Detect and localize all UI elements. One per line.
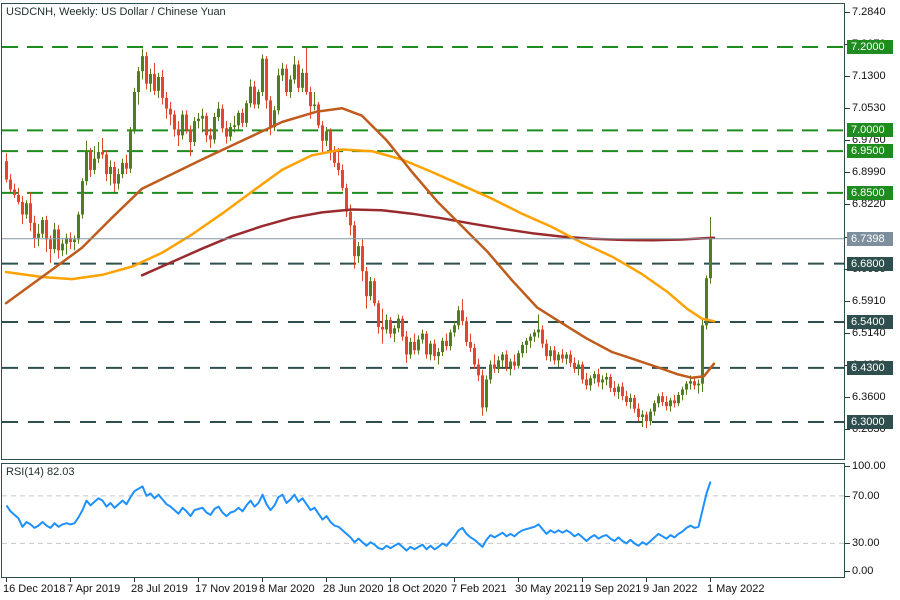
price-tick [845,76,850,77]
price-badge: 6.3000 [847,415,893,429]
price-tick-label: 6.9760 [852,134,886,146]
date-tick [198,578,199,582]
rsi-scale-tick [845,571,850,572]
chart-title: USDCNH, Weekly: US Dollar / Chinese Yuan [6,6,226,18]
date-label: 17 Nov 2019 [195,583,258,595]
candlestick-chart[interactable] [2,4,844,459]
date-label: 30 May 2021 [515,583,579,595]
date-tick [326,578,327,582]
date-tick [134,578,135,582]
date-label: 28 Jul 2019 [131,583,188,595]
date-label: 9 Jan 2022 [643,583,698,595]
price-badge: 7.0000 [847,123,893,137]
date-tick [646,578,647,582]
date-tick [262,578,263,582]
date-label: 16 Dec 2018 [3,583,66,595]
date-tick [710,578,711,582]
date-tick [582,578,583,582]
price-tick [845,108,850,109]
rsi-scale-tick [845,496,850,497]
price-tick-label: 6.8990 [852,166,886,178]
rsi-scale-tick [845,466,850,467]
price-badge: 6.7398 [847,232,893,246]
rsi-indicator-panel[interactable]: RSI(14) 82.03 [1,463,845,578]
date-label: 19 Sep 2021 [579,583,642,595]
price-badge: 6.9500 [847,144,893,158]
price-tick-label: 6.8220 [852,198,886,210]
price-badge: 6.4300 [847,361,893,375]
rsi-label: RSI(14) 82.03 [6,466,75,478]
price-chart-panel[interactable]: USDCNH, Weekly: US Dollar / Chinese Yuan [1,3,845,460]
price-badge: 6.6800 [847,257,893,271]
price-axis[interactable]: 7.28407.20707.13007.05306.97606.89906.82… [845,0,900,600]
date-tick [454,578,455,582]
time-axis[interactable]: 16 Dec 2018 7 Apr 2019 28 Jul 2019 17 Nov 2… [0,578,845,598]
price-tick-label: 7.0530 [852,102,886,114]
price-tick-label: 6.5140 [852,327,886,339]
price-tick [845,204,850,205]
rsi-scale-label: 70.00 [852,490,880,502]
date-label: 7 Apr 2019 [67,583,121,595]
price-badge: 6.8500 [847,186,893,200]
price-badge: 7.2000 [847,40,893,54]
price-tick-label: 7.1300 [852,70,886,82]
rsi-scale-label: 30.00 [852,537,880,549]
date-tick [6,578,7,582]
price-badge: 6.5400 [847,315,893,329]
rsi-scale-label: 100.00 [852,460,886,472]
price-tick [845,140,850,141]
date-tick [518,578,519,582]
rsi-scale-tick [845,543,850,544]
date-label: 8 Mar 2020 [259,583,315,595]
price-tick [845,172,850,173]
price-tick [845,12,850,13]
date-label: 1 May 2022 [707,583,765,595]
date-tick [390,578,391,582]
date-label: 28 Jun 2020 [323,583,384,595]
price-tick [845,429,850,430]
rsi-scale-label: 0.00 [852,565,874,577]
price-tick-label: 6.3600 [852,391,886,403]
price-tick-label: 7.2840 [852,6,886,18]
date-tick [70,578,71,582]
price-tick [845,397,850,398]
price-tick-label: 6.5910 [852,295,886,307]
date-label: 7 Feb 2021 [451,583,507,595]
price-tick [845,333,850,334]
date-label: 18 Oct 2020 [387,583,447,595]
price-tick [845,301,850,302]
rsi-chart[interactable] [2,464,844,577]
